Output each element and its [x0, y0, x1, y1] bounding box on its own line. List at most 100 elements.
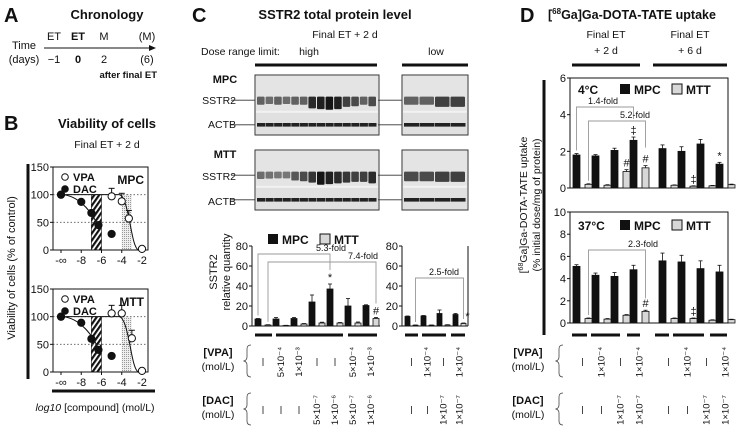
sstr2-subtitle: Final ET + 2 d [312, 29, 378, 41]
plot-frame [52, 166, 149, 251]
significance-mark: ‡ [690, 306, 696, 318]
y-tick-label: 4 [560, 110, 566, 122]
bar-mtt [708, 319, 717, 324]
bar-mpc [420, 315, 427, 327]
uptake-title-sup: 68 [552, 7, 561, 16]
bar-mpc [591, 274, 600, 324]
bar-mpc [715, 271, 724, 324]
legend-label-mpc: MPC [282, 233, 309, 247]
bar-mtt [641, 167, 650, 189]
event-et-1: ET [47, 31, 61, 43]
dac-dose-value: 1×10⁻⁶ [330, 395, 341, 425]
data-point-vpa [137, 366, 147, 375]
bar-mtt [622, 314, 631, 324]
bar-mtt [670, 318, 679, 324]
bar-mtt [708, 185, 717, 189]
y-tick-label: 0 [392, 321, 398, 333]
fold-change-bracket [576, 106, 634, 151]
panel-d: D [68Ga]Ga-DOTA-TATE uptake Final ET + 2… [512, 5, 736, 426]
panel-letter-d: D [520, 5, 534, 27]
blot-mtt-high-actb-band [317, 198, 326, 202]
data-point-dac [107, 229, 116, 239]
x-tick-label: -6 [97, 377, 107, 389]
blot-mtt-sstr2: SSTR2 [202, 171, 236, 183]
blot-mpc-high-actb-band [291, 123, 300, 127]
blot-mtt-high-actb-band [325, 198, 334, 202]
dose-tables: 5×10⁻⁴ 1×10⁻³ 5×10⁻⁴ 1×10⁻³ 5×10⁻⁷ 1×10⁻⁶ 5×10… [255, 333, 732, 425]
y-tick-label: 80 [386, 241, 398, 253]
data-point-vpa [107, 192, 116, 201]
bar-mpc [272, 318, 280, 327]
blot-mtt-high-actb-band [299, 198, 308, 202]
y-tick-label: 40 [386, 281, 398, 293]
vpa-dose-value: 5×10⁻⁴ [276, 347, 287, 378]
y-tick-label: 50 [37, 217, 49, 229]
fold-change-bracket [257, 253, 331, 316]
blot-mtt-high-sstr2-band [291, 171, 299, 181]
legend-marker-dac [61, 185, 69, 193]
xlabel-rest: [compound] (mol/L) [61, 402, 154, 414]
fold-change-label: 1.4-fold [588, 96, 618, 106]
dac-dose-value: 1×10⁻⁷ [455, 395, 466, 425]
blot-mpc-high-actb-band [299, 123, 308, 127]
x-tick-label: -8 [76, 255, 86, 267]
bar-mpc [658, 260, 667, 324]
legend-label-mtt: MTT [334, 233, 359, 247]
blot-mtt-high-sstr2-band [308, 171, 316, 183]
dac-dose-value: 1×10⁻⁷ [439, 395, 450, 425]
blot-mpc-high-sstr2-band [334, 96, 342, 110]
panel-letter-b: B [4, 113, 18, 135]
panel-b: B Viability of cells Final ET + 2 d Viab… [4, 113, 156, 414]
bar-mpc [290, 318, 298, 327]
bar-mtt [372, 318, 380, 327]
panel-letter-a: A [4, 5, 18, 27]
blot-mpc-high-actb-band [359, 123, 368, 127]
fold-change-label: 7.4-fold [348, 251, 378, 261]
chart-title: MPC [117, 173, 144, 187]
blot-mtt-actb: ACTB [208, 196, 236, 208]
blot-mtt-high-actb-band [359, 198, 368, 202]
x-tick-label: -2 [137, 377, 147, 389]
blot-mtt-high-actb-band [342, 198, 351, 202]
x-tick-label: -2 [137, 255, 147, 267]
vpa-dose-value: 5×10⁻⁴ [348, 347, 359, 378]
significance-mark: * [465, 311, 470, 323]
y-tick-label: 10 [554, 207, 566, 219]
blot-mtt-low-actb-band [419, 198, 435, 202]
blot-mtt-high-actb-band [282, 198, 291, 202]
bar-mpc [658, 148, 667, 189]
day-2: 2 [101, 54, 107, 66]
data-point-vpa [127, 334, 136, 343]
d-vpa-unit: (mol/L) [512, 361, 545, 373]
day-0: 0 [75, 54, 81, 66]
vpa-dose-value: 1×10⁻³ [294, 347, 305, 377]
blot-mpc-low-sstr2-band [435, 96, 450, 107]
x-tick-label: -8 [76, 377, 86, 389]
blot-mtt-high-sstr2-band [368, 171, 376, 184]
y-tick-label: 4 [560, 274, 566, 286]
bar-mpc [308, 301, 316, 327]
vpa-dose-value: 1×10⁻⁴ [721, 347, 732, 378]
blot-mtt-low-sstr2-band [404, 171, 419, 182]
western-blots [231, 74, 469, 211]
significance-mark: * [328, 272, 333, 284]
blot-mtt-high-actb-band [274, 198, 283, 202]
blot-mtt-label: MTT [214, 149, 237, 161]
bar-mtt [641, 310, 650, 324]
blot-mtt-low-actb-band [404, 198, 419, 202]
legend-swatch-mtt [671, 83, 683, 95]
c-vpa-label: [VPA] [203, 347, 232, 359]
significance-mark: ‡ [690, 174, 696, 186]
y-tick-label: 20 [236, 301, 248, 313]
bar-mpc [362, 305, 370, 327]
blot-mpc-high-actb-band [308, 123, 317, 127]
c-vpa-unit: (mol/L) [202, 361, 235, 373]
c-vpa-brace [242, 344, 252, 378]
bar-mpc [696, 143, 705, 189]
significance-mark: ‡ [630, 125, 636, 137]
blot-mpc-high-sstr2-band [359, 96, 368, 105]
